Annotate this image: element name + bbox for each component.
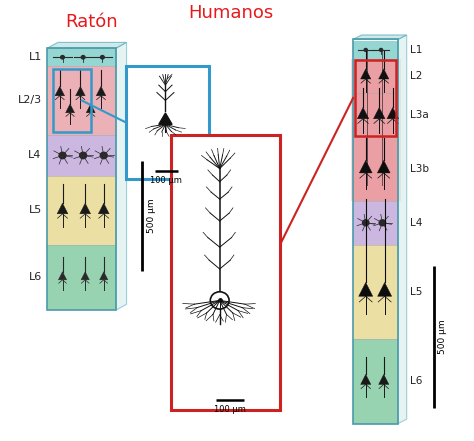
Circle shape (210, 292, 229, 309)
Polygon shape (361, 374, 371, 385)
Polygon shape (96, 86, 106, 96)
Circle shape (82, 56, 85, 59)
Circle shape (379, 220, 386, 226)
Polygon shape (75, 86, 85, 96)
Polygon shape (353, 245, 398, 339)
Polygon shape (359, 282, 373, 296)
Polygon shape (353, 339, 398, 423)
Polygon shape (47, 42, 127, 48)
Polygon shape (116, 42, 127, 310)
Text: L6: L6 (410, 376, 422, 386)
Polygon shape (47, 67, 116, 135)
Polygon shape (353, 93, 398, 137)
Polygon shape (55, 86, 64, 96)
Text: 100 µm: 100 µm (214, 405, 246, 414)
Bar (171, 135, 280, 411)
Text: L5: L5 (410, 287, 422, 297)
Bar (126, 66, 209, 179)
Text: L3a: L3a (410, 110, 429, 120)
Circle shape (59, 152, 66, 159)
Polygon shape (377, 161, 390, 173)
Circle shape (364, 49, 367, 51)
Polygon shape (98, 203, 109, 214)
Text: L2/3: L2/3 (18, 95, 42, 105)
Text: 500 µm: 500 µm (438, 320, 447, 355)
Polygon shape (359, 161, 372, 173)
Text: Humanos: Humanos (188, 4, 273, 22)
Circle shape (100, 56, 104, 59)
Text: L2: L2 (410, 71, 422, 81)
Polygon shape (351, 59, 401, 201)
Bar (53, 69, 91, 132)
Polygon shape (159, 113, 172, 124)
Polygon shape (353, 59, 398, 93)
Text: L1: L1 (28, 52, 42, 62)
Polygon shape (81, 272, 90, 280)
Text: L6: L6 (28, 272, 42, 282)
Polygon shape (86, 104, 95, 113)
Polygon shape (387, 108, 399, 119)
Polygon shape (58, 272, 67, 280)
Polygon shape (353, 35, 407, 39)
Polygon shape (374, 108, 385, 119)
Polygon shape (100, 272, 108, 280)
Text: L3b: L3b (410, 164, 429, 174)
Polygon shape (378, 282, 392, 296)
Polygon shape (361, 69, 371, 79)
Circle shape (380, 49, 383, 51)
Polygon shape (398, 35, 407, 423)
Polygon shape (57, 203, 68, 214)
Polygon shape (47, 48, 116, 67)
Text: L4: L4 (410, 218, 422, 228)
Circle shape (100, 152, 107, 159)
Text: 500 µm: 500 µm (147, 198, 156, 233)
Polygon shape (379, 69, 389, 79)
Polygon shape (379, 374, 389, 385)
Polygon shape (47, 245, 116, 310)
Polygon shape (47, 176, 116, 245)
Polygon shape (80, 203, 91, 214)
Bar (355, 60, 396, 135)
Circle shape (80, 152, 87, 159)
Polygon shape (353, 201, 398, 245)
Text: L5: L5 (28, 206, 42, 216)
Polygon shape (65, 104, 74, 113)
Text: 100 µm: 100 µm (150, 176, 182, 184)
Text: Ratón: Ratón (65, 13, 118, 30)
Polygon shape (47, 135, 116, 176)
Polygon shape (357, 108, 369, 119)
Circle shape (61, 56, 64, 59)
Polygon shape (353, 137, 398, 201)
Text: L4: L4 (28, 150, 42, 161)
Polygon shape (353, 41, 398, 59)
Text: L1: L1 (410, 45, 422, 55)
Circle shape (363, 220, 369, 226)
